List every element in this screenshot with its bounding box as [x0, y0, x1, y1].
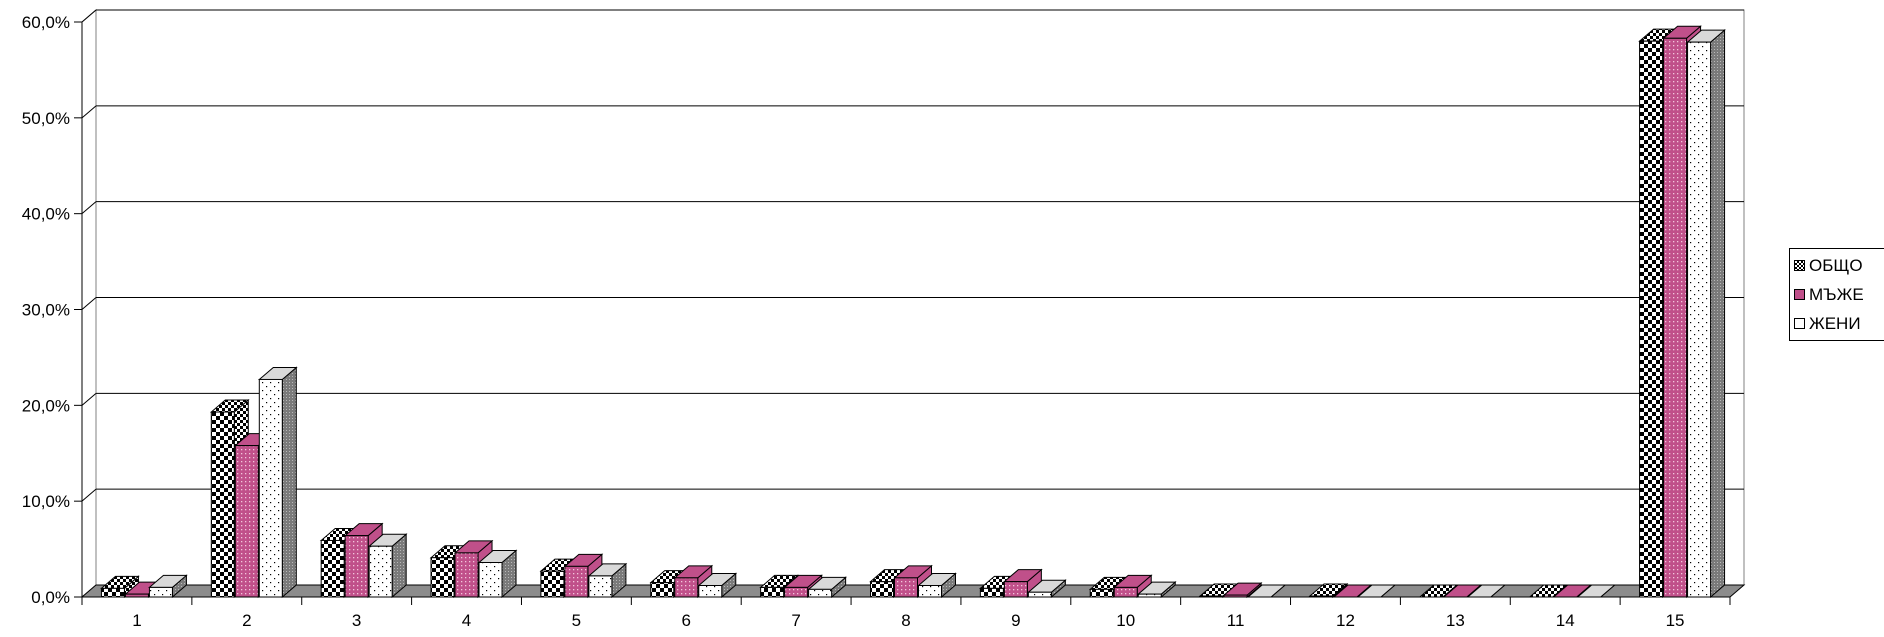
bar-front	[1639, 40, 1664, 598]
bar-front	[454, 552, 479, 598]
x-tick-label: 14	[1556, 611, 1575, 630]
bar-front	[1663, 37, 1688, 598]
bar-front	[894, 577, 918, 598]
bar	[257, 366, 298, 599]
bar-front	[344, 535, 369, 598]
bar-front	[430, 557, 455, 598]
bar	[1222, 581, 1263, 599]
bar-front	[1687, 41, 1712, 598]
bar-front	[478, 562, 503, 598]
bar-front	[100, 587, 125, 598]
bar-side	[281, 366, 297, 599]
bar-front	[1089, 588, 1114, 598]
legend-item-women: ЖЕНИ	[1794, 309, 1884, 338]
gridline-side	[81, 297, 97, 310]
bar-front	[918, 585, 942, 598]
bar-front	[698, 585, 723, 598]
bar	[477, 549, 518, 599]
bar-front	[674, 577, 699, 598]
gridline-side	[81, 488, 97, 502]
bar-front	[148, 586, 173, 598]
bar-front	[784, 586, 809, 598]
bar-front	[320, 539, 345, 598]
bar-front	[979, 587, 1004, 598]
bar	[1027, 579, 1067, 599]
legend-swatch-checker-icon	[1794, 260, 1805, 271]
bar	[1003, 568, 1043, 599]
x-tick-label: 3	[352, 611, 361, 630]
bar-side	[1710, 29, 1726, 599]
legend-label: МЪЖЕ	[1809, 284, 1864, 304]
x-tick-label: 15	[1666, 611, 1685, 630]
y-tick-label: 10,0%	[22, 492, 70, 511]
y-tick-label: 50,0%	[22, 109, 70, 128]
gridline-side	[81, 201, 97, 215]
bar	[807, 576, 847, 599]
bar-front	[258, 378, 283, 598]
y-tick-label: 0,0%	[31, 588, 70, 607]
x-tick-label: 12	[1336, 611, 1355, 630]
legend-label: ЖЕНИ	[1809, 313, 1861, 333]
legend-item-total: ОБЩО	[1794, 251, 1884, 280]
legend-label: ОБЩО	[1809, 255, 1863, 275]
bar-front	[234, 445, 259, 598]
x-tick-label: 4	[462, 611, 471, 630]
bar	[1686, 29, 1726, 599]
bar-front	[368, 545, 393, 598]
bar-front	[1113, 586, 1138, 598]
bar-front	[870, 581, 894, 598]
x-tick-label: 10	[1116, 611, 1135, 630]
x-tick-label: 2	[242, 611, 251, 630]
bar-front	[760, 586, 785, 598]
bar-front	[540, 570, 565, 598]
chart-legend: ОБЩО МЪЖЕ ЖЕНИ	[1789, 248, 1884, 341]
bar-front	[210, 411, 235, 598]
x-tick-label: 5	[572, 611, 581, 630]
x-tick-label: 11	[1227, 611, 1245, 630]
y-tick-label: 30,0%	[22, 301, 70, 320]
legend-swatch-pink-icon	[1794, 289, 1805, 300]
gridline-side	[81, 105, 97, 119]
bar	[367, 533, 408, 599]
bar	[1136, 581, 1177, 599]
bar	[587, 562, 628, 599]
x-tick-label: 1	[132, 611, 141, 630]
bar-front	[588, 575, 613, 598]
x-tick-label: 7	[791, 611, 800, 630]
bar	[148, 574, 188, 599]
y-tick-label: 60,0%	[22, 13, 70, 32]
bar-front	[808, 588, 833, 598]
gridline-side	[81, 9, 97, 23]
x-tick-label: 6	[682, 611, 691, 630]
y-tick-label: 40,0%	[22, 205, 70, 224]
bar-front	[1027, 591, 1052, 598]
y-tick-label: 20,0%	[22, 396, 70, 415]
legend-item-men: МЪЖЕ	[1794, 280, 1884, 309]
bar-front	[564, 565, 589, 598]
x-tick-label: 9	[1011, 611, 1020, 630]
bar	[917, 572, 957, 599]
bar-front	[650, 582, 675, 598]
bar-front	[1003, 581, 1028, 598]
x-tick-label: 13	[1446, 611, 1465, 630]
legend-swatch-white-icon	[1794, 318, 1805, 329]
x-tick-label: 8	[901, 611, 910, 630]
gridline-side	[81, 392, 97, 406]
